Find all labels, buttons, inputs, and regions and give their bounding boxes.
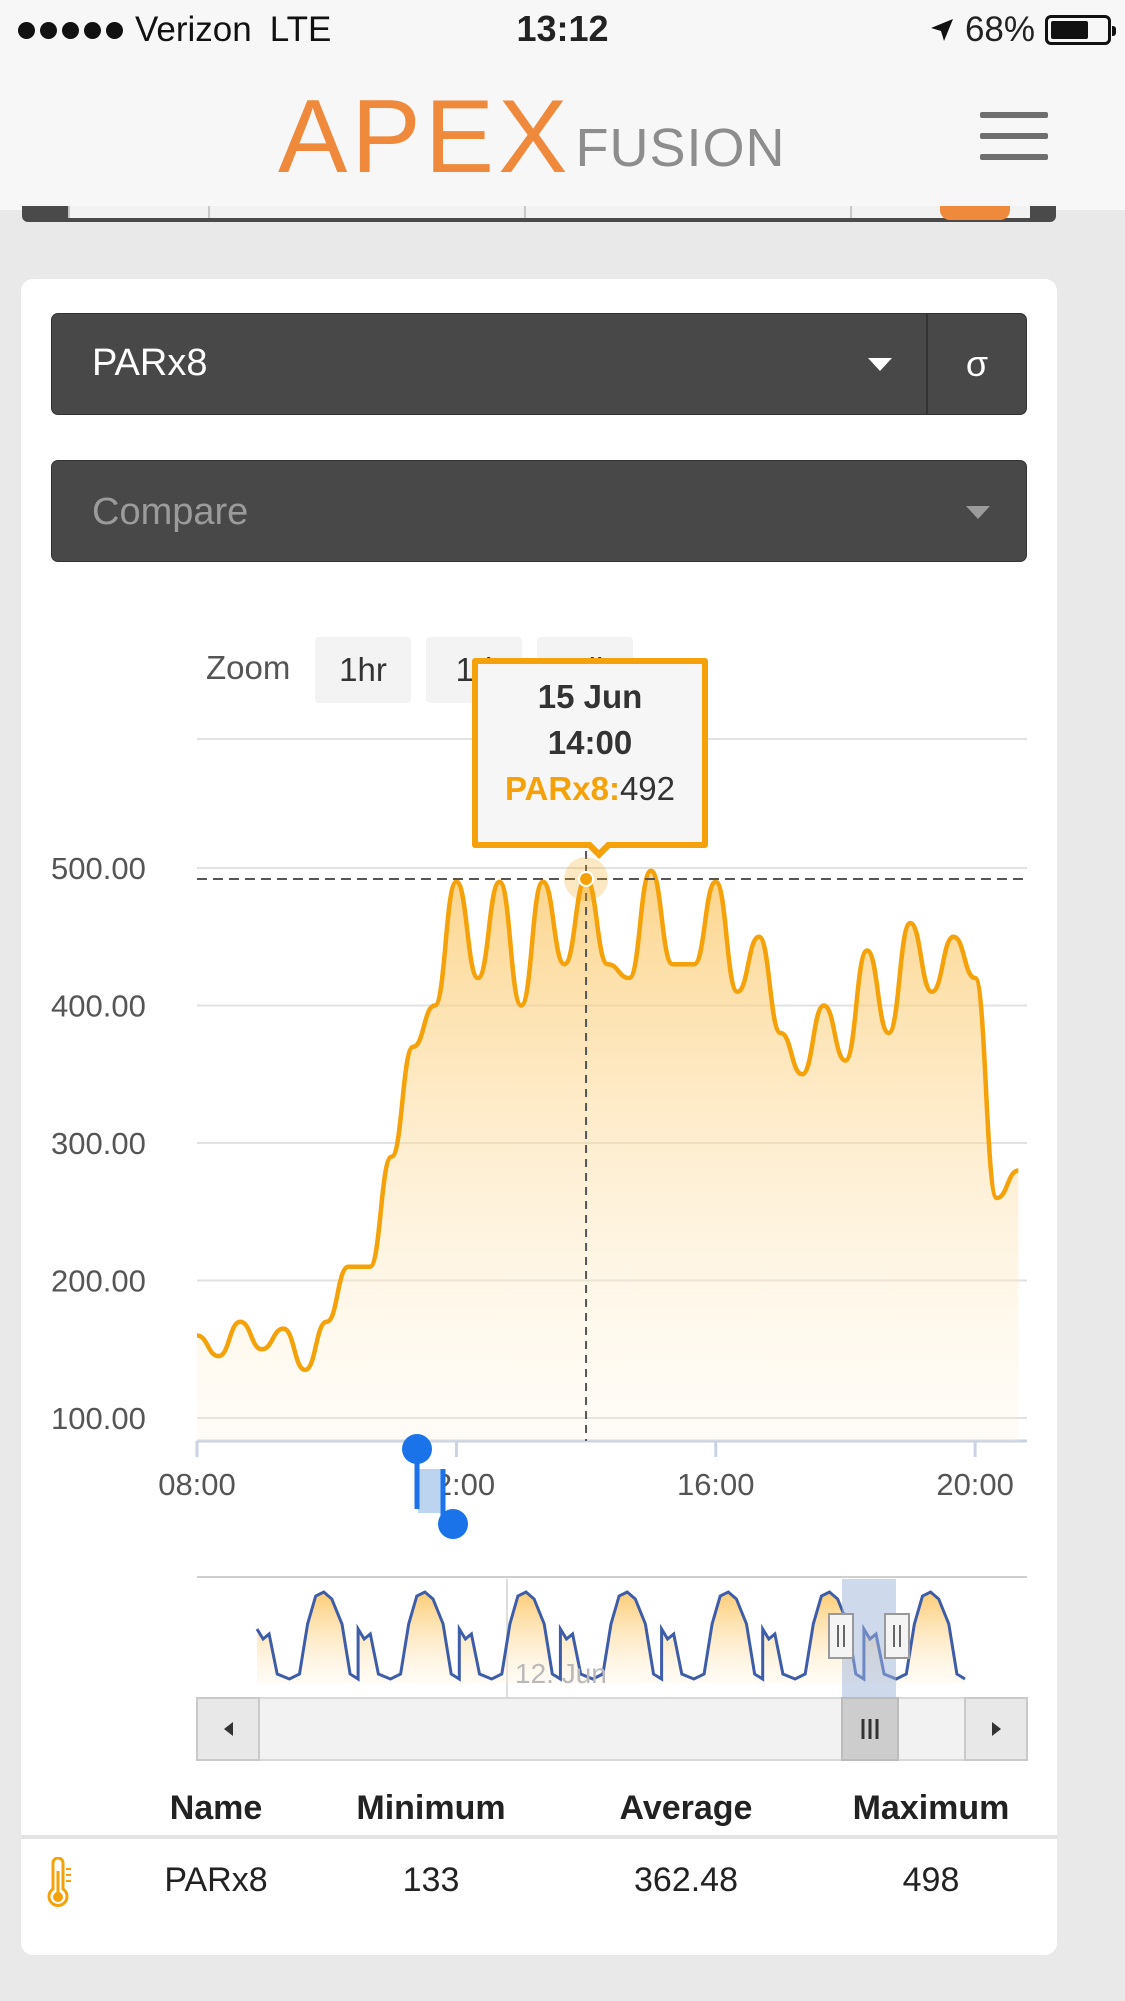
x-axis: 08:00 12:00 16:00 20:00 [158,1439,1027,1502]
apex-fusion-logo[interactable]: APEX FUSION [278,85,785,189]
carrier-name: Verizon [135,10,252,49]
tab-strip-cell[interactable] [68,206,208,218]
tooltip-series: PARx8 [505,770,609,807]
battery-percent: 68% [964,10,1035,49]
tooltip-pointer-inner [590,841,608,850]
status-bar: Verizon LTE 13:12 68% [0,0,1125,60]
series-area [197,870,1019,1441]
network-type: LTE [269,10,332,49]
chart-tooltip: 15 Jun 14:00 PARx8:492 [472,658,708,848]
navigator-date-label: 12. Jun [515,1658,607,1689]
y-tick-label: 300.00 [51,1126,146,1161]
stats-header-row: Name Minimum Average Maximum [21,1789,1057,1839]
y-tick-label: 100.00 [51,1401,146,1436]
y-tick-label: 200.00 [51,1264,146,1299]
stats-header-maximum: Maximum [852,1789,1010,1827]
hamburger-menu-icon[interactable] [980,112,1048,160]
battery-icon [1045,15,1116,45]
zoom-1hr-button[interactable]: 1hr [315,637,411,703]
clock: 13:12 [516,8,609,49]
location-arrow-icon [930,19,953,41]
stats-header-average: Average [619,1789,753,1827]
x-tick-label: 16:00 [677,1467,755,1502]
thermometer-icon [47,1857,71,1907]
selection-start-handle[interactable] [402,1434,432,1464]
y-tick-label: 400.00 [51,989,146,1024]
carrier-info: Verizon LTE [18,10,331,50]
tab-strip-cell[interactable] [208,206,524,218]
navigator-right-handle[interactable] [884,1613,910,1659]
navigator[interactable]: 12. Jun [197,1576,1027,1697]
zoom-label: Zoom [206,649,291,686]
chevron-down-icon [868,358,892,371]
tooltip-value: 492 [619,770,675,807]
sigma-button[interactable]: σ [926,314,1026,414]
stats-minimum: 133 [402,1861,460,1899]
y-tick-label: 500.00 [51,851,146,886]
graph-card: PARx8 σ Compare Zoom 1hr 1d All 100.0020… [21,279,1057,1955]
chevron-left-icon [224,1722,233,1736]
x-tick-label: 20:00 [936,1467,1014,1502]
stats-name: PARx8 [164,1861,268,1899]
logo-sub: FUSION [575,118,786,178]
chevron-right-icon [992,1722,1001,1736]
scrollbar-track[interactable] [196,1697,1028,1761]
stats-average: 362.48 [634,1861,738,1899]
selection-range [418,1469,442,1513]
navigator-area [257,1592,965,1684]
y-axis: 100.00 200.00 300.00 400.00 500.00 [51,851,146,1436]
stats-row[interactable]: PARx8 133 362.48 498 [21,1849,1057,1919]
stats-maximum: 498 [902,1861,960,1899]
signal-icon [18,21,123,39]
logo-main: APEX [278,79,572,195]
tab-strip-accent [940,206,1010,220]
selection-handles[interactable] [402,1434,468,1539]
chevron-down-icon [966,506,990,519]
stats-header-name: Name [169,1789,263,1827]
hover-point[interactable] [578,871,595,887]
tooltip-time: 14:00 [547,724,633,761]
series-line[interactable] [196,868,1020,1373]
probe-select-value: PARx8 [92,342,208,384]
tab-strip-cell[interactable] [524,206,850,218]
app-header: APEX FUSION [0,60,1125,210]
compare-placeholder: Compare [92,491,249,533]
tooltip-separator: : [608,770,620,807]
navigator-scrollbar[interactable] [196,1697,1028,1761]
status-right: 68% [929,10,1116,50]
selection-end-handle[interactable] [438,1509,468,1539]
battery-level [1051,21,1088,39]
x-tick-label: 08:00 [158,1467,236,1502]
tooltip-value-line: PARx8:492 [478,770,702,808]
tooltip-date: 15 Jun [537,678,643,715]
navigator-left-handle[interactable] [828,1613,854,1659]
dashboard-tab-strip [22,206,1056,222]
compare-select[interactable]: Compare [51,460,1027,562]
stats-header-minimum: Minimum [356,1789,506,1827]
probe-select[interactable]: PARx8 σ [51,313,1027,415]
